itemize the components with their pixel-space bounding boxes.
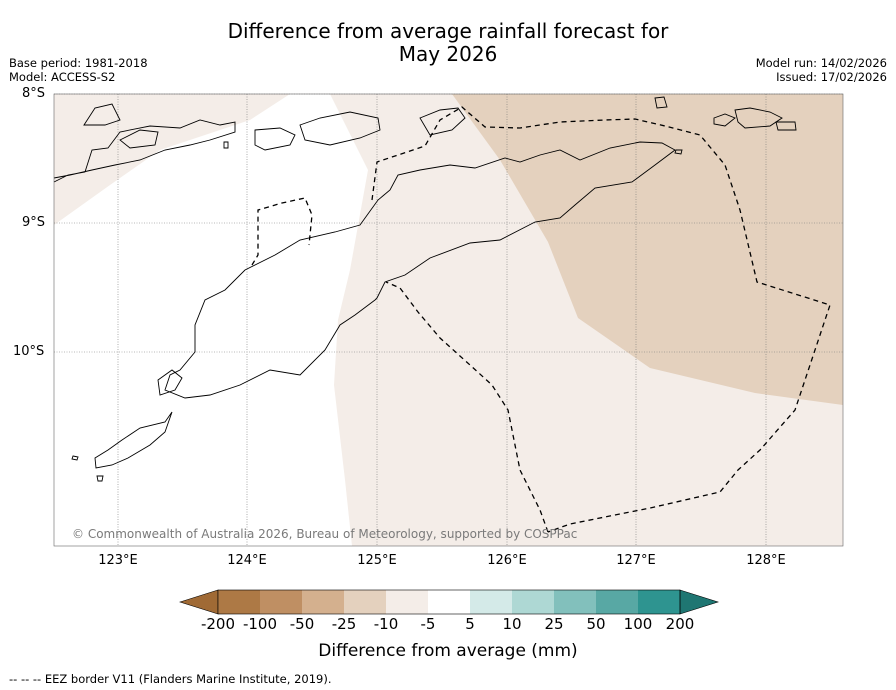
title-line-1: Difference from average rainfall forecas… xyxy=(227,19,669,43)
issued-date: Issued: 17/02/2026 xyxy=(776,70,887,84)
title-line-2: May 2026 xyxy=(398,42,498,66)
rote-coast xyxy=(157,369,183,396)
colorbar-segment-2 xyxy=(260,590,302,614)
sawu-coast xyxy=(94,411,173,469)
island-small-2 xyxy=(713,113,736,127)
model-run: Model run: 14/02/2026 xyxy=(755,56,887,70)
rain-zone-nw-light xyxy=(54,94,290,225)
colorbar-segment-3 xyxy=(302,590,344,614)
solor-coast xyxy=(83,103,121,126)
colorbar-segment-6 xyxy=(428,590,470,614)
colorbar-tick: -5 xyxy=(420,615,436,633)
colorbar-segment-7 xyxy=(470,590,512,614)
colorbar-tick: -200 xyxy=(200,615,236,633)
colorbar-extend-high xyxy=(679,589,719,615)
base-period: Base period: 1981-2018 xyxy=(9,56,148,70)
lon-label-128e: 128°E xyxy=(746,553,786,568)
colorbar-segment-11 xyxy=(638,590,680,614)
colorbar-tick: 5 xyxy=(465,615,475,633)
colorbar-segment-4 xyxy=(344,590,386,614)
colorbar-outline xyxy=(217,589,681,615)
raijua-coast xyxy=(96,475,104,482)
colorbar-segment-5 xyxy=(386,590,428,614)
alor-coast xyxy=(299,111,381,146)
colorbar-tick: -25 xyxy=(331,615,357,633)
colorbar xyxy=(179,589,719,615)
island-small-6 xyxy=(223,141,229,149)
eez-border-south xyxy=(385,281,549,533)
eez-border-oecusse xyxy=(251,197,313,266)
colorbar-segment-10 xyxy=(596,590,638,614)
colorbar-tick: -10 xyxy=(373,615,399,633)
eez-legend-note: -- -- -- EEZ border V11 (Flanders Marine… xyxy=(9,672,332,686)
colorbar-tick: 25 xyxy=(544,615,564,633)
map-title: Difference from average rainfall forecas… xyxy=(0,20,896,66)
wetar-coast xyxy=(419,107,466,136)
lat-label-8s: 8°S xyxy=(22,86,46,101)
colorbar-tick: 50 xyxy=(586,615,606,633)
eez-borders xyxy=(251,106,831,533)
island-small-5 xyxy=(674,149,683,155)
colorbar-tick: -100 xyxy=(242,615,278,633)
colorbar-label: Difference from average (mm) xyxy=(318,641,578,661)
colorbar-segment-8 xyxy=(512,590,554,614)
pantar-coast xyxy=(254,127,296,151)
lon-label-127e: 127°E xyxy=(616,553,656,568)
lon-label-125e: 125°E xyxy=(357,553,397,568)
lat-label-10s: 10°S xyxy=(13,344,45,359)
colorbar-tick: 100 xyxy=(623,615,653,633)
timor-coast xyxy=(164,141,676,399)
colorbar-segment-9 xyxy=(554,590,596,614)
lon-label-123e: 123°E xyxy=(98,553,138,568)
copyright-notice: © Commonwealth of Australia 2026, Bureau… xyxy=(72,527,578,541)
coastlines xyxy=(53,96,797,482)
lon-label-126e: 126°E xyxy=(487,553,527,568)
lembata-coast xyxy=(119,129,159,149)
lat-label-9s: 9°S xyxy=(22,215,46,230)
lon-label-124e: 124°E xyxy=(227,553,267,568)
colorbar-extend-low xyxy=(179,589,219,615)
flores-coast xyxy=(53,119,236,183)
colorbar-tick: -50 xyxy=(289,615,315,633)
model-name: Model: ACCESS-S2 xyxy=(9,70,116,84)
colorbar-tick: 10 xyxy=(502,615,522,633)
colorbar-segment-1 xyxy=(218,590,260,614)
meta-left: Base period: 1981-2018 Model: ACCESS-S2 xyxy=(9,56,148,84)
ndao-coast xyxy=(71,455,79,461)
island-small-4 xyxy=(775,121,797,131)
rain-zone-dark xyxy=(452,94,843,405)
island-small-1 xyxy=(654,96,668,109)
meta-right: Model run: 14/02/2026 Issued: 17/02/2026 xyxy=(756,56,887,84)
map-frame xyxy=(53,93,844,547)
colorbar-tick: 200 xyxy=(665,615,695,633)
eez-border-north xyxy=(371,106,831,533)
